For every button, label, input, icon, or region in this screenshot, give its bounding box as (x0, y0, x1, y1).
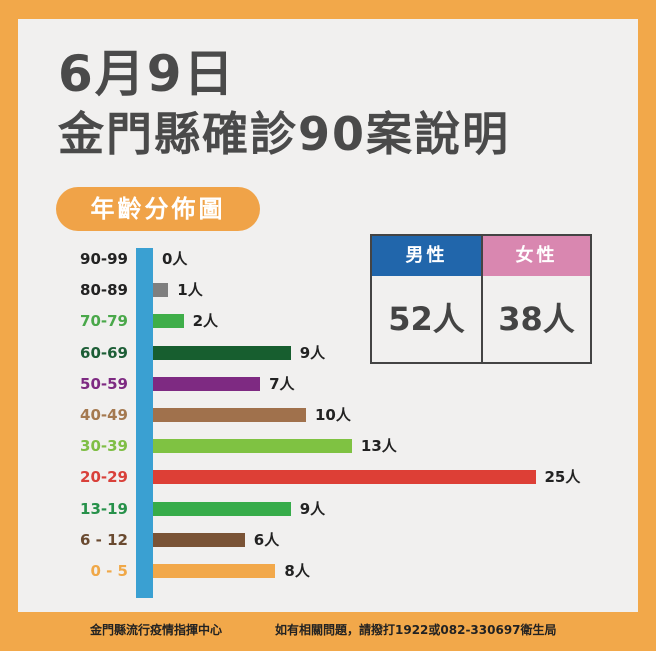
bar (153, 376, 261, 391)
bar (153, 439, 352, 454)
chart-row: 90-99 0人 (0, 248, 656, 270)
chart-row: 80-89 1人 (0, 279, 656, 301)
age-group-label: 0 - 5 (90, 562, 128, 580)
bar-value-label: 1人 (177, 281, 203, 300)
age-group-label: 80-89 (80, 281, 128, 300)
gender-table: 男性 52人 女性 38人 (370, 234, 592, 364)
bar-value-label: 0人 (162, 250, 188, 268)
age-group-label: 70-79 (80, 312, 128, 331)
bar (153, 532, 245, 547)
chart-row: 70-79 2人 (0, 310, 656, 332)
chart-row: 0 - 5 8人 (0, 560, 656, 582)
age-group-label: 20-29 (80, 468, 128, 487)
male-count: 52人 (388, 300, 465, 338)
bar (153, 470, 536, 485)
bar-value-label: 10人 (315, 406, 351, 424)
chart-row: 20-29 25人 (0, 466, 656, 488)
bar (153, 501, 291, 516)
section-label-pill: 年齡分佈圖 (56, 187, 260, 231)
female-header: 女性 (483, 236, 590, 276)
chart-row: 50-59 7人 (0, 373, 656, 395)
footer-contact: 如有相關問題，請撥打1922或082-330697衛生局 (275, 623, 557, 637)
male-header: 男性 (372, 236, 481, 276)
chart-row: 60-69 9人 (0, 342, 656, 364)
chart-row: 40-49 10人 (0, 404, 656, 426)
bar (153, 345, 291, 360)
bar-value-label: 9人 (299, 343, 326, 362)
age-group-label: 40-49 (80, 406, 128, 424)
age-group-label: 90-99 (80, 250, 128, 268)
age-group-label: 50-59 (80, 374, 128, 393)
page-title: 金門縣確診90案說明 (58, 107, 511, 161)
chart-row: 6 - 12 6人 (0, 529, 656, 551)
footer-org: 金門縣流行疫情指揮中心 (90, 623, 223, 637)
bar-value-label: 6人 (253, 530, 280, 549)
bar (153, 283, 169, 298)
bar-value-label: 2人 (192, 312, 219, 331)
bar (153, 408, 306, 422)
gender-col-male: 男性 52人 (372, 236, 483, 362)
chart-row: 13-19 9人 (0, 498, 656, 520)
date-title: 6月9日 (58, 45, 236, 103)
age-group-label: 13-19 (80, 499, 128, 518)
bar (153, 564, 276, 578)
age-group-label: 30-39 (80, 437, 128, 456)
age-group-label: 60-69 (80, 343, 128, 362)
gender-col-female: 女性 38人 (483, 236, 590, 362)
chart-row: 30-39 13人 (0, 435, 656, 457)
bar (153, 314, 184, 329)
age-group-label: 6 - 12 (80, 530, 128, 549)
chart-axis (136, 248, 153, 598)
bar-value-label: 8人 (284, 562, 310, 580)
bar-value-label: 9人 (299, 499, 326, 518)
bar-value-label: 7人 (269, 374, 295, 393)
bar-value-label: 25人 (544, 468, 581, 487)
female-count: 38人 (498, 300, 575, 338)
bar-value-label: 13人 (360, 437, 397, 456)
